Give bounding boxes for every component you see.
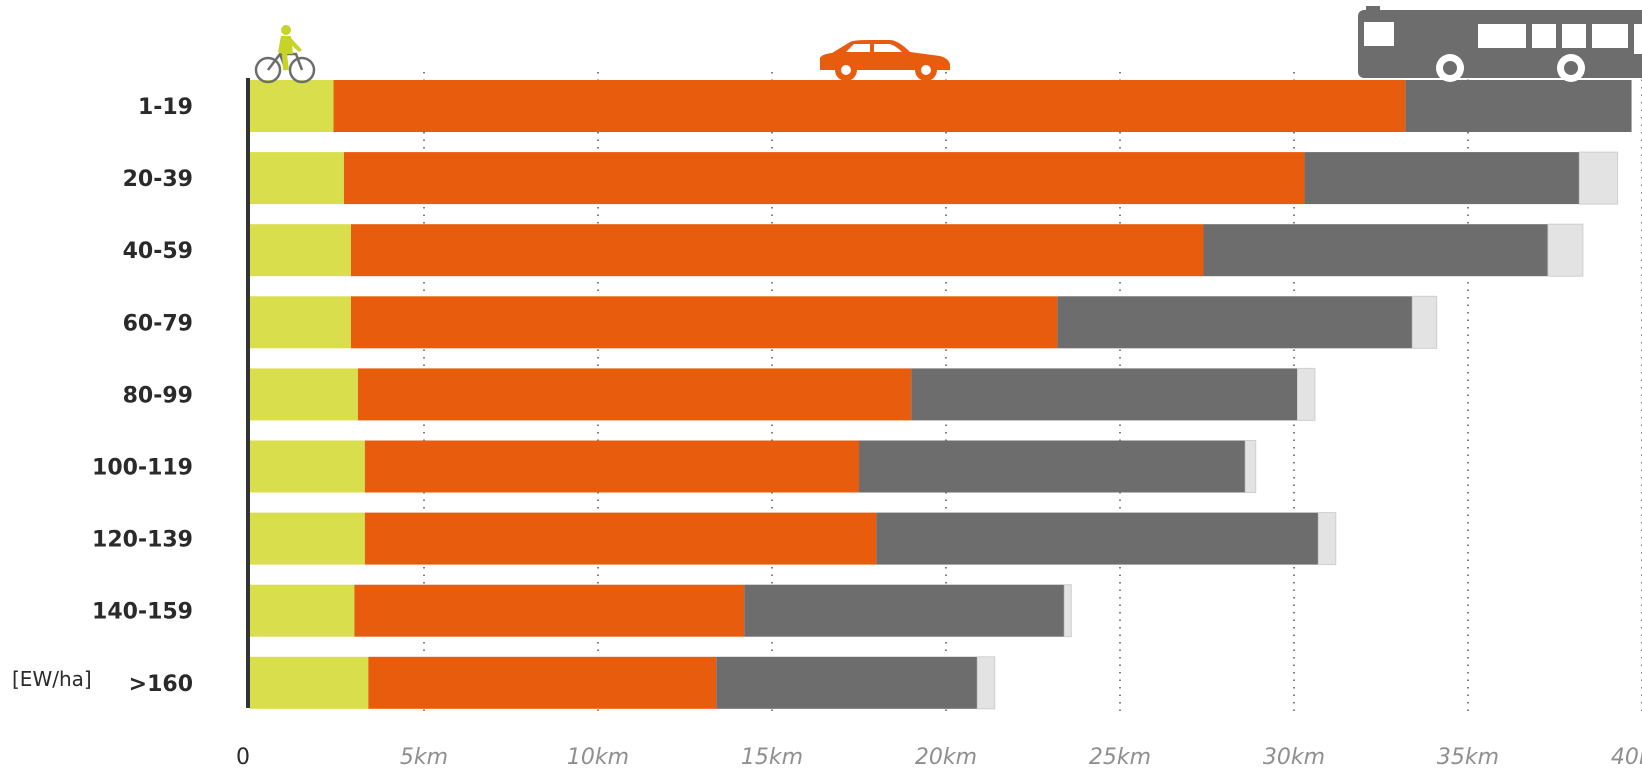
bar-segment-bicycle (250, 80, 334, 132)
bar-segment-bus (911, 368, 1298, 421)
bar-segment-bicycle (250, 584, 355, 637)
bar-segment-car (333, 80, 1406, 132)
category-label: 40-59 (123, 239, 193, 264)
category-label: >160 (129, 672, 193, 697)
x-tick-label: 30km (1263, 745, 1325, 770)
x-tick-label: 40km (1611, 745, 1642, 770)
bar-segment-other (1547, 223, 1584, 277)
x-tick-label: 5km (400, 745, 448, 770)
bar-segment-other (1578, 151, 1619, 205)
bar-segment-other (1244, 440, 1257, 493)
x-tick-label: 0 (236, 745, 250, 770)
bar-segment-car (364, 440, 859, 493)
bar-segment-car (350, 224, 1204, 277)
bar-segment-bus (859, 440, 1246, 493)
bar-segment-other (1317, 512, 1337, 566)
x-tick-label: 25km (1089, 745, 1151, 770)
category-label: 20-39 (123, 167, 193, 192)
bar-segment-bus (744, 584, 1065, 637)
bar-segment-bicycle (250, 224, 351, 277)
category-label: 1-19 (138, 95, 193, 120)
category-label: 120-139 (92, 528, 193, 553)
x-tick-label: 15km (741, 745, 803, 770)
bar-segment-car (364, 512, 877, 565)
bar-segment-car (350, 296, 1058, 349)
category-label: 100-119 (92, 456, 193, 481)
x-tick-labels: 0 5km 10km 15km 20km 25km 30km 35km 40km (236, 745, 1642, 770)
bar-segment-other (976, 656, 996, 710)
bar-segment-bus (716, 656, 978, 709)
x-tick-label: 20km (915, 745, 977, 770)
bars (250, 80, 1632, 710)
bar-segment-car (343, 152, 1305, 205)
bar-segment-bicycle (250, 296, 351, 349)
bar-segment-bicycle (250, 440, 365, 493)
category-label: 140-159 (92, 600, 193, 625)
bar-segment-car (357, 368, 912, 421)
bar-segment-bicycle (250, 512, 365, 565)
x-tick-label: 10km (567, 745, 629, 770)
bar-segment-bus (1304, 152, 1580, 205)
bar-segment-bus (1405, 80, 1632, 132)
bar-segment-other (1411, 295, 1438, 349)
category-label: 80-99 (123, 383, 193, 408)
category-labels: 1-19 20-39 40-59 60-79 80-99 100-119 120-139 14… (92, 95, 193, 697)
bicycle-icon (254, 25, 316, 84)
bar-segment-bicycle (250, 152, 344, 205)
bar-segment-car (354, 584, 745, 637)
category-unit-label: [EW/ha] (12, 667, 92, 691)
bar-segment-other (1063, 584, 1072, 638)
bar-segment-bus (1057, 296, 1413, 349)
car-icon (820, 40, 950, 81)
category-label: 60-79 (123, 311, 193, 336)
bar-segment-bus (1203, 224, 1549, 277)
bar-segment-bicycle (250, 656, 369, 709)
bar-segment-other (1296, 367, 1316, 421)
bar-segment-bus (876, 512, 1319, 565)
bus-icon (1358, 6, 1642, 82)
x-tick-label: 35km (1437, 745, 1499, 770)
bar-segment-bicycle (250, 368, 358, 421)
bar-segment-car (368, 656, 717, 709)
